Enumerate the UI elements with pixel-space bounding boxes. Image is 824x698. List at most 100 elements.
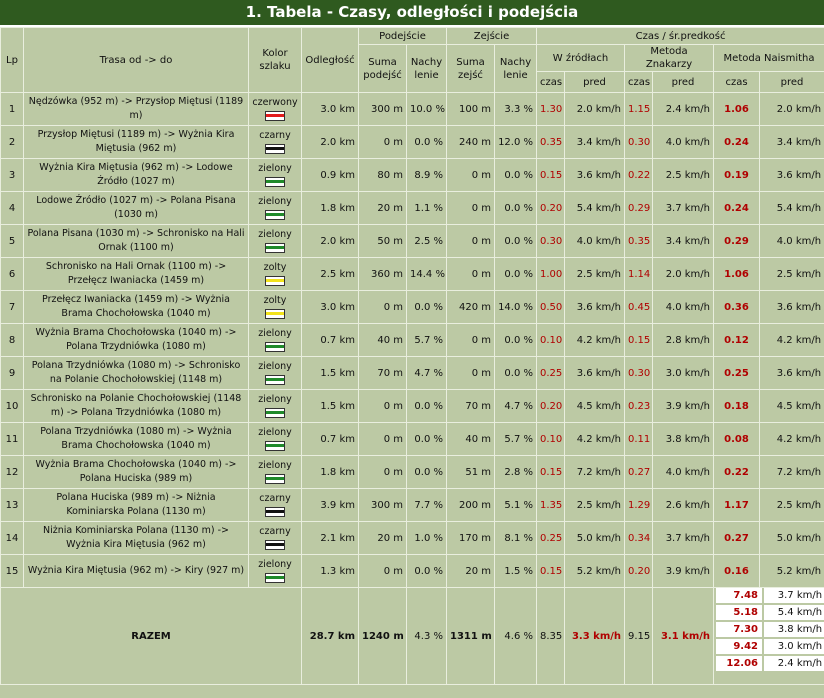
row-znakarzy-czas: 0.15 [624, 323, 654, 357]
trail-color-label: czarny [259, 130, 291, 141]
row-naismitha-czas: 0.08 [713, 422, 761, 456]
header-kolor: Kolor szlaku [248, 27, 302, 93]
row-nachylenie-pod: 8.9 % [406, 158, 447, 192]
row-nachylenie-zej: 0.0 % [493, 158, 538, 192]
trail-color-swatch [265, 375, 285, 385]
row-znakarzy-czas: 0.11 [624, 422, 654, 456]
row-zrodla-czas: 0.25 [536, 356, 566, 390]
row-znakarzy-pred: 2.4 km/h [652, 92, 715, 126]
row-zrodla-czas: 0.30 [536, 224, 566, 258]
row-trasa: Niżnia Kominiarska Polana (1130 m) -> Wy… [23, 521, 249, 555]
row-zrodla-czas: 0.25 [536, 521, 566, 555]
row-zrodla-pred: 3.6 km/h [564, 290, 626, 324]
trail-color-label: czarny [259, 493, 291, 504]
row-kolor: zolty [248, 257, 302, 291]
row-naismitha-pred: 4.0 km/h [759, 224, 824, 258]
summary-znakarzy-pred: 3.1 km/h [652, 587, 715, 685]
header-nachylenie-zej: Nachy lenie [493, 44, 538, 93]
row-zrodla-czas: 0.35 [536, 125, 566, 159]
table-row: 1 Nędzówka (952 m) -> Przysłop Miętusi (1… [0, 92, 824, 126]
trail-color-label: zielony [258, 328, 292, 339]
row-podejscia: 70 m [358, 356, 407, 390]
trail-color-swatch [265, 309, 285, 319]
header-czas: czas [624, 71, 654, 93]
naismitha-variant: 7.30 3.8 km/h [716, 622, 824, 637]
row-trasa: Polana Pisana (1030 m) -> Schronisko na … [23, 224, 249, 258]
row-zrodla-pred: 4.2 km/h [564, 422, 626, 456]
row-podejscia: 0 m [358, 125, 407, 159]
header-suma-zejsc: Suma zejść [446, 44, 495, 93]
row-nachylenie-pod: 0.0 % [406, 422, 447, 456]
row-podejscia: 360 m [358, 257, 407, 291]
summary-podejscia: 1240 m [358, 587, 407, 685]
trail-color-label: zielony [258, 460, 292, 471]
row-podejscia: 40 m [358, 323, 407, 357]
row-zrodla-pred: 4.2 km/h [564, 323, 626, 357]
row-naismitha-pred: 2.5 km/h [759, 257, 824, 291]
row-znakarzy-czas: 0.34 [624, 521, 654, 555]
row-znakarzy-pred: 2.6 km/h [652, 488, 715, 522]
row-trasa: Przysłop Miętusi (1189 m) -> Wyżnia Kira… [23, 125, 249, 159]
row-zejscia: 51 m [446, 455, 495, 489]
summary-znakarzy-czas: 9.15 [624, 587, 654, 685]
row-kolor: zielony [248, 224, 302, 258]
trail-color-swatch [265, 210, 285, 220]
row-naismitha-pred: 3.6 km/h [759, 356, 824, 390]
table-row: 13 Polana Huciska (989 m) -> Niżnia Komin… [0, 488, 824, 522]
summary-label: RAZEM [0, 587, 302, 685]
row-zejscia: 0 m [446, 224, 495, 258]
row-znakarzy-pred: 3.4 km/h [652, 224, 715, 258]
row-zrodla-czas: 0.10 [536, 422, 566, 456]
row-naismitha-pred: 4.2 km/h [759, 323, 824, 357]
row-kolor: czarny [248, 521, 302, 555]
row-odleglosc: 0.7 km [301, 422, 359, 456]
trail-color-swatch [265, 408, 285, 418]
row-trasa: Wyżnia Brama Chochołowska (1040 m) -> Po… [23, 455, 249, 489]
table-row: 12 Wyżnia Brama Chochołowska (1040 m) -> … [0, 455, 824, 489]
naismitha-variant-czas: 5.18 [716, 605, 763, 620]
row-zrodla-czas: 0.20 [536, 191, 566, 225]
row-znakarzy-pred: 2.5 km/h [652, 158, 715, 192]
header-znakarzy: Metoda Znakarzy [624, 44, 715, 72]
row-odleglosc: 3.0 km [301, 92, 359, 126]
row-odleglosc: 1.8 km [301, 191, 359, 225]
trail-color-label: zielony [258, 559, 292, 570]
header-czas: czas [713, 71, 761, 93]
naismitha-variant-pred: 2.4 km/h [762, 656, 824, 671]
row-naismitha-pred: 3.6 km/h [759, 290, 824, 324]
row-lp: 4 [0, 191, 24, 225]
row-zejscia: 200 m [446, 488, 495, 522]
header-w-zrodlach: W źródłach [536, 44, 626, 72]
row-znakarzy-pred: 3.9 km/h [652, 389, 715, 423]
row-kolor: zielony [248, 422, 302, 456]
naismitha-variant-pred: 3.7 km/h [762, 588, 824, 603]
row-znakarzy-czas: 0.35 [624, 224, 654, 258]
trail-color-label: zielony [258, 427, 292, 438]
trail-color-swatch [265, 441, 285, 451]
page-title: 1. Tabela - Czasy, odległości i podejści… [0, 0, 824, 27]
row-naismitha-czas: 1.06 [713, 92, 761, 126]
row-znakarzy-czas: 1.15 [624, 92, 654, 126]
row-odleglosc: 3.0 km [301, 290, 359, 324]
row-naismitha-pred: 2.0 km/h [759, 92, 824, 126]
row-lp: 10 [0, 389, 24, 423]
trail-color-swatch [265, 111, 285, 121]
row-nachylenie-pod: 2.5 % [406, 224, 447, 258]
row-lp: 2 [0, 125, 24, 159]
row-zrodla-czas: 0.10 [536, 323, 566, 357]
row-zejscia: 0 m [446, 356, 495, 390]
header-pred: pred [759, 71, 824, 93]
naismitha-variant-pred: 3.8 km/h [762, 622, 824, 637]
row-zrodla-pred: 5.2 km/h [564, 554, 626, 588]
row-zrodla-czas: 0.15 [536, 554, 566, 588]
row-nachylenie-zej: 0.0 % [493, 257, 538, 291]
row-nachylenie-zej: 0.0 % [493, 323, 538, 357]
summary-naismitha: 7.48 3.7 km/h 5.18 5.4 km/h 7.30 3.8 km/h 9.42… [713, 587, 824, 685]
row-zejscia: 0 m [446, 323, 495, 357]
trail-color-label: zielony [258, 196, 292, 207]
row-nachylenie-zej: 0.0 % [493, 224, 538, 258]
row-trasa: Polana Trzydniówka (1080 m) -> Wyżnia Br… [23, 422, 249, 456]
header-pred: pred [652, 71, 715, 93]
row-lp: 13 [0, 488, 24, 522]
trail-color-label: zielony [258, 163, 292, 174]
